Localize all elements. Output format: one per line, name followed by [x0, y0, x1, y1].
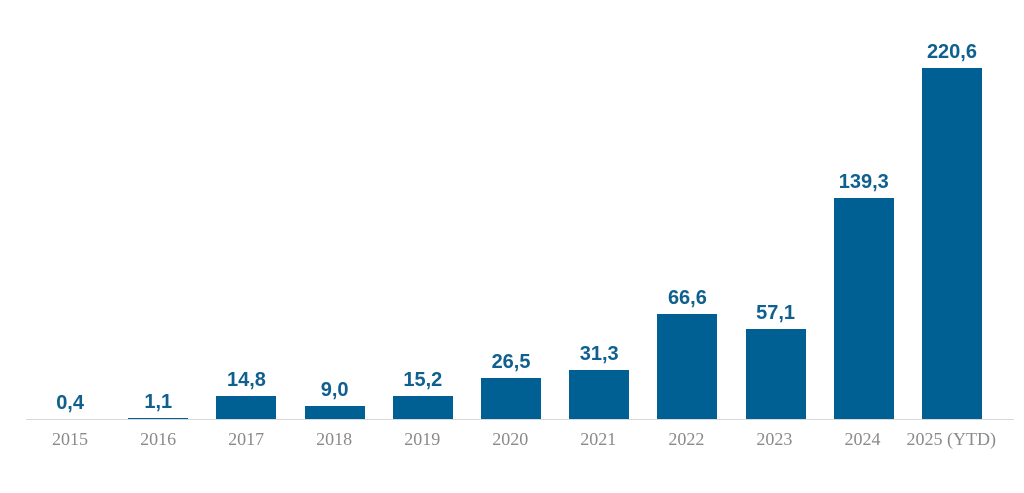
bar-slot: 0,4: [26, 40, 114, 420]
x-axis-tick-label: 2015: [52, 429, 89, 449]
bar-slot: 26,5: [467, 40, 555, 420]
bar[interactable]: [569, 370, 630, 420]
bar-value-label: 9,0: [320, 378, 349, 401]
bar[interactable]: [745, 328, 806, 420]
x-axis-tick-label: 2022: [668, 429, 705, 449]
x-axis-tick-label: 2016: [140, 429, 177, 449]
bar-slot: 220,6: [908, 40, 996, 420]
bar-value-label: 31,3: [579, 343, 619, 366]
bar[interactable]: [392, 395, 453, 420]
bar-value-label: 1,1: [144, 391, 173, 414]
bar-slot: 1,1: [114, 40, 202, 420]
x-axis-labels: 2015 2016 2017 2018 2019 2020 2021 2022 …: [26, 428, 996, 450]
x-axis-tick-label: 2023: [756, 429, 793, 449]
x-axis-tick-label: 2025 (YTD): [906, 429, 996, 449]
bar-slot: 139,3: [820, 40, 908, 420]
x-axis-tick-label: 2021: [580, 429, 617, 449]
bar[interactable]: [657, 313, 718, 420]
x-axis-tick-label: 2024: [844, 429, 881, 449]
bar-value-label: 57,1: [756, 301, 796, 324]
bar-slot: 14,8: [202, 40, 290, 420]
bar-slot: 9,0: [291, 40, 379, 420]
bar-value-label: 26,5: [491, 350, 531, 373]
x-axis-tick-label: 2017: [228, 429, 265, 449]
bar-value-label: 220,6: [926, 41, 977, 63]
bar-slot: 57,1: [732, 40, 820, 420]
x-axis-tick-label: 2019: [404, 429, 441, 449]
bar-value-label: 14,8: [227, 369, 266, 392]
x-axis-tick-label: 2018: [316, 429, 353, 449]
plot-area: 0,4 1,1 14,8 9,0 15,2 26,5 31,3 66,6 57,…: [26, 40, 996, 420]
bar-slot: 15,2: [379, 40, 467, 420]
x-axis-tick-label: 2020: [492, 429, 529, 449]
bar-value-label: 15,2: [403, 368, 443, 391]
bar-value-label: 0,4: [56, 392, 84, 415]
bar[interactable]: [216, 396, 277, 420]
bar[interactable]: [481, 377, 542, 420]
bar-slot: 66,6: [643, 40, 731, 420]
bar[interactable]: [921, 68, 982, 420]
bar-value-label: 66,6: [667, 286, 707, 309]
x-axis-line: [26, 419, 1014, 420]
bar-slot: 31,3: [555, 40, 643, 420]
bar[interactable]: [304, 405, 365, 420]
bar-value-label: 139,3: [838, 170, 889, 193]
bar[interactable]: [833, 197, 894, 420]
